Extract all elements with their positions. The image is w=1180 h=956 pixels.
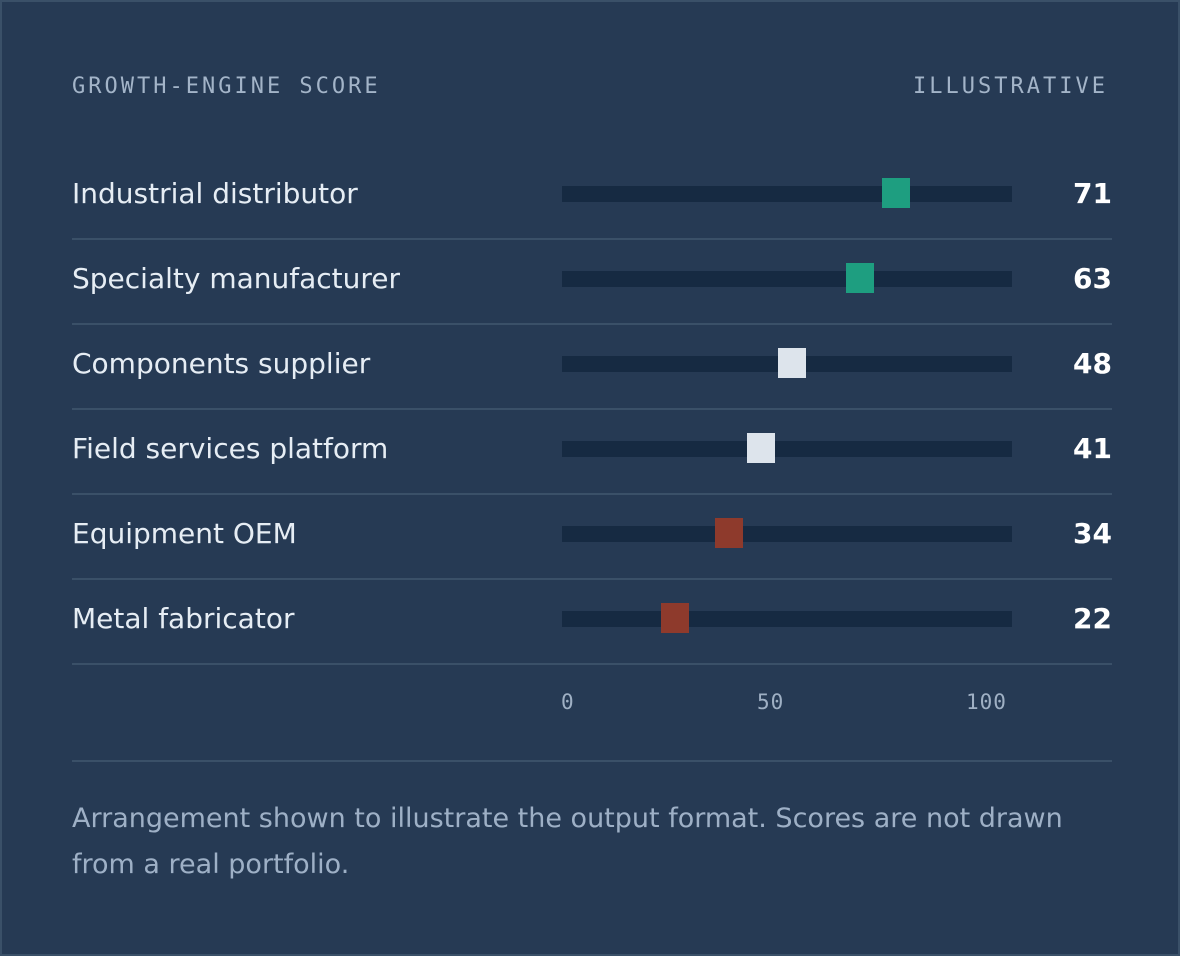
score-marker (881, 178, 910, 208)
score-row: Industrial distributor 71 (72, 152, 1112, 236)
row-label: Industrial distributor (72, 177, 358, 210)
score-track (562, 518, 1012, 548)
row-divider (72, 323, 1112, 325)
row-value: 63 (1073, 262, 1112, 295)
score-marker (661, 603, 689, 633)
score-track (562, 263, 1012, 293)
row-value: 48 (1073, 347, 1112, 380)
score-row: Metal fabricator 22 (72, 577, 1112, 661)
row-divider (72, 578, 1112, 580)
score-row: Field services platform 41 (72, 407, 1112, 491)
score-row: Equipment OEM 34 (72, 492, 1112, 576)
row-value: 71 (1073, 177, 1112, 210)
footnote: Arrangement shown to illustrate the outp… (72, 803, 1063, 880)
row-divider (72, 663, 1112, 665)
row-value: 41 (1073, 432, 1112, 465)
row-label: Specialty manufacturer (72, 262, 401, 295)
score-marker (746, 433, 775, 463)
row-divider (72, 238, 1112, 240)
row-divider (72, 493, 1112, 495)
score-row: Specialty manufacturer 63 (72, 237, 1112, 321)
score-marker (715, 518, 743, 548)
illustrative-tag: ILLUSTRATIVE (913, 74, 1108, 99)
tick-label-100: 100 (966, 690, 1007, 714)
score-row: Components supplier 48 (72, 322, 1112, 406)
score-track (562, 433, 1012, 463)
tick-label-0: 0 (561, 690, 575, 714)
row-label: Equipment OEM (72, 517, 297, 550)
score-track (562, 603, 1012, 633)
footer-divider (72, 760, 1112, 762)
row-label: Metal fabricator (72, 602, 295, 635)
row-divider (72, 408, 1112, 410)
score-track (562, 178, 1012, 208)
row-label: Components supplier (72, 347, 371, 380)
row-label: Field services platform (72, 432, 389, 465)
score-marker (778, 348, 806, 378)
score-track (562, 348, 1012, 378)
score-marker (845, 263, 874, 293)
tick-label-50: 50 (757, 690, 785, 714)
chart-title: GROWTH-ENGINE SCORE (72, 74, 381, 99)
row-value: 22 (1073, 602, 1112, 635)
row-value: 34 (1073, 517, 1112, 550)
